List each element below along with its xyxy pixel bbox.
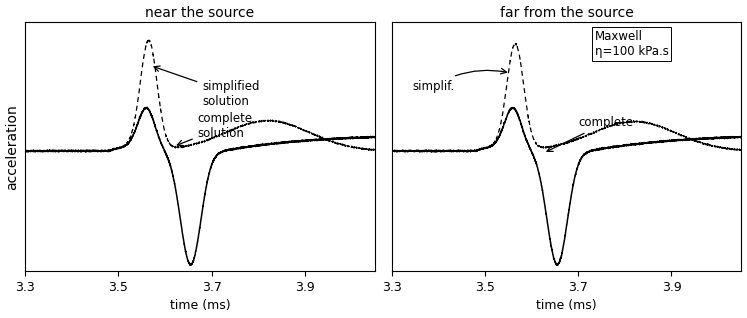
Text: complete: complete [547,116,633,151]
Text: Maxwell
η=100 kPa.s: Maxwell η=100 kPa.s [595,30,669,58]
X-axis label: time (ms): time (ms) [170,300,230,313]
Title: near the source: near the source [146,5,255,19]
Text: complete
solution: complete solution [177,112,252,146]
X-axis label: time (ms): time (ms) [536,300,597,313]
Text: simplif.: simplif. [412,68,506,93]
Title: far from the source: far from the source [500,5,633,19]
Y-axis label: acceleration: acceleration [5,104,19,190]
Text: simplified
solution: simplified solution [154,66,260,107]
